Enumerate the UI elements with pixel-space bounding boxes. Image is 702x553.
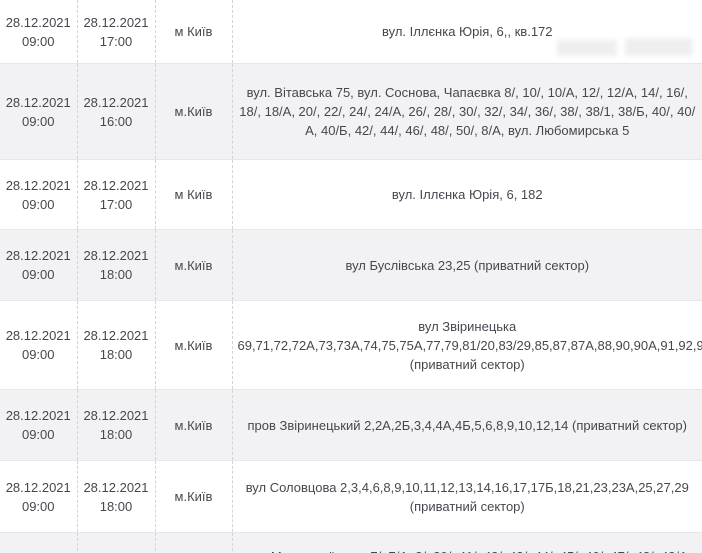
end-datetime-cell: 28.12.2021 18:00	[77, 300, 156, 390]
end-date: 28.12.2021	[83, 408, 149, 423]
start-date: 28.12.2021	[5, 408, 71, 423]
address-text: вул. Малокитаївська 7/, 7/А, 3/, 39/, 41…	[239, 549, 695, 553]
start-date: 28.12.2021	[5, 479, 71, 495]
start-datetime-cell: 28.12.2021 09:00	[0, 159, 78, 230]
table-row: 28.12.2021 09:00 28.12.2021 18:00 м.Київ…	[0, 300, 702, 390]
address-text: вул Буслівська 23,25 (приватний сектор)	[345, 257, 590, 273]
end-datetime-cell: 28.12.2021 18:00	[77, 460, 156, 533]
start-time: 09:00	[21, 33, 55, 49]
city-cell: м.Київ	[155, 532, 233, 553]
table-row: 28.12.2021 09:00 28.12.2021 16:00 м.Київ…	[0, 532, 702, 553]
start-time: 09:00	[21, 113, 55, 129]
end-time: 18:00	[99, 347, 133, 362]
city-cell: м.Київ	[155, 389, 233, 461]
city-cell: м Київ	[155, 159, 233, 230]
address-cell: вул. Малокитаївська 7/, 7/А, 3/, 39/, 41…	[232, 532, 702, 553]
start-date: 28.12.2021	[5, 248, 71, 263]
end-time: 18:00	[99, 498, 133, 514]
end-datetime-cell: 28.12.2021 16:00	[77, 532, 156, 553]
start-date: 28.12.2021	[5, 328, 71, 343]
end-date: 28.12.2021	[83, 177, 149, 193]
start-datetime-cell: 28.12.2021 09:00	[0, 0, 78, 64]
table-row: 28.12.2021 09:00 28.12.2021 17:00 м Київ…	[0, 159, 702, 230]
start-time: 09:00	[21, 196, 55, 212]
city-cell: м.Київ	[155, 63, 233, 160]
end-time: 17:00	[99, 196, 133, 212]
city-cell: м.Київ	[155, 300, 233, 390]
end-date: 28.12.2021	[83, 248, 149, 263]
start-datetime-cell: 28.12.2021 09:00	[0, 229, 78, 301]
end-datetime-cell: 28.12.2021 18:00	[77, 389, 156, 461]
address-cell: пров Звіринецький 2,2А,2Б,3,4,4А,4Б,5,6,…	[232, 389, 702, 461]
table-row: 28.12.2021 09:00 28.12.2021 18:00 м.Київ…	[0, 460, 702, 533]
address-text: вул Соловцова 2,3,4,6,8,9,10,11,12,13,14…	[245, 479, 689, 514]
address-cell: вул. Іллєнка Юрія, 6,, кв.172	[232, 0, 702, 64]
start-date: 28.12.2021	[5, 177, 71, 193]
table-row: 28.12.2021 09:00 28.12.2021 16:00 м.Київ…	[0, 63, 702, 160]
address-cell: вул Буслівська 23,25 (приватний сектор)	[232, 229, 702, 301]
start-date: 28.12.2021	[5, 94, 71, 110]
address-text: вул. Іллєнка Юрія, 6, 182	[391, 187, 543, 202]
city-label: м Київ	[174, 24, 213, 39]
address-cell: вул. Іллєнка Юрія, 6, 182	[232, 159, 702, 230]
start-time: 09:00	[21, 498, 55, 514]
start-time: 09:00	[21, 427, 55, 442]
city-cell: м.Київ	[155, 460, 233, 533]
end-date: 28.12.2021	[83, 328, 149, 343]
end-date: 28.12.2021	[83, 94, 149, 110]
city-label: м.Київ	[174, 417, 213, 433]
end-date: 28.12.2021	[83, 14, 149, 30]
start-time: 09:00	[21, 347, 55, 362]
city-label: м.Київ	[174, 337, 213, 353]
end-time: 17:00	[99, 33, 133, 49]
city-label: м.Київ	[174, 104, 213, 119]
city-cell: м.Київ	[155, 229, 233, 301]
start-datetime-cell: 28.12.2021 09:00	[0, 63, 78, 160]
address-text: вул Звіринецька 69,71,72,72А,73,73А,74,7…	[237, 318, 702, 372]
end-datetime-cell: 28.12.2021 16:00	[77, 63, 156, 160]
address-text: вул. Іллєнка Юрія, 6,, кв.172	[381, 24, 553, 39]
start-datetime-cell: 28.12.2021 09:00	[0, 389, 78, 461]
start-date: 28.12.2021	[5, 14, 71, 30]
end-time: 18:00	[99, 427, 133, 442]
start-time: 09:00	[21, 267, 55, 282]
end-datetime-cell: 28.12.2021 17:00	[77, 159, 156, 230]
city-label: м.Київ	[174, 257, 213, 273]
address-text: вул. Вітавська 75, вул. Соснова, Чапаєвк…	[239, 85, 696, 138]
end-datetime-cell: 28.12.2021 18:00	[77, 229, 156, 301]
address-cell: вул Звіринецька 69,71,72,72А,73,73А,74,7…	[232, 300, 702, 390]
city-label: м Київ	[174, 187, 213, 202]
end-time: 16:00	[99, 113, 133, 129]
end-date: 28.12.2021	[83, 479, 149, 495]
start-datetime-cell: 28.12.2021 09:00	[0, 460, 78, 533]
address-text: пров Звіринецький 2,2А,2Б,3,4,4А,4Б,5,6,…	[247, 417, 687, 433]
address-cell: вул Соловцова 2,3,4,6,8,9,10,11,12,13,14…	[232, 460, 702, 533]
address-cell: вул. Вітавська 75, вул. Соснова, Чапаєвк…	[232, 63, 702, 160]
table-row: 28.12.2021 09:00 28.12.2021 17:00 м Київ…	[0, 0, 702, 64]
city-label: м.Київ	[174, 489, 213, 504]
table-row: 28.12.2021 09:00 28.12.2021 18:00 м.Київ…	[0, 229, 702, 301]
end-time: 18:00	[99, 267, 133, 282]
city-cell: м Київ	[155, 0, 233, 64]
start-datetime-cell: 28.12.2021 09:00	[0, 300, 78, 390]
end-datetime-cell: 28.12.2021 17:00	[77, 0, 156, 64]
table-row: 28.12.2021 09:00 28.12.2021 18:00 м.Київ…	[0, 389, 702, 461]
start-datetime-cell: 28.12.2021 09:00	[0, 532, 78, 553]
